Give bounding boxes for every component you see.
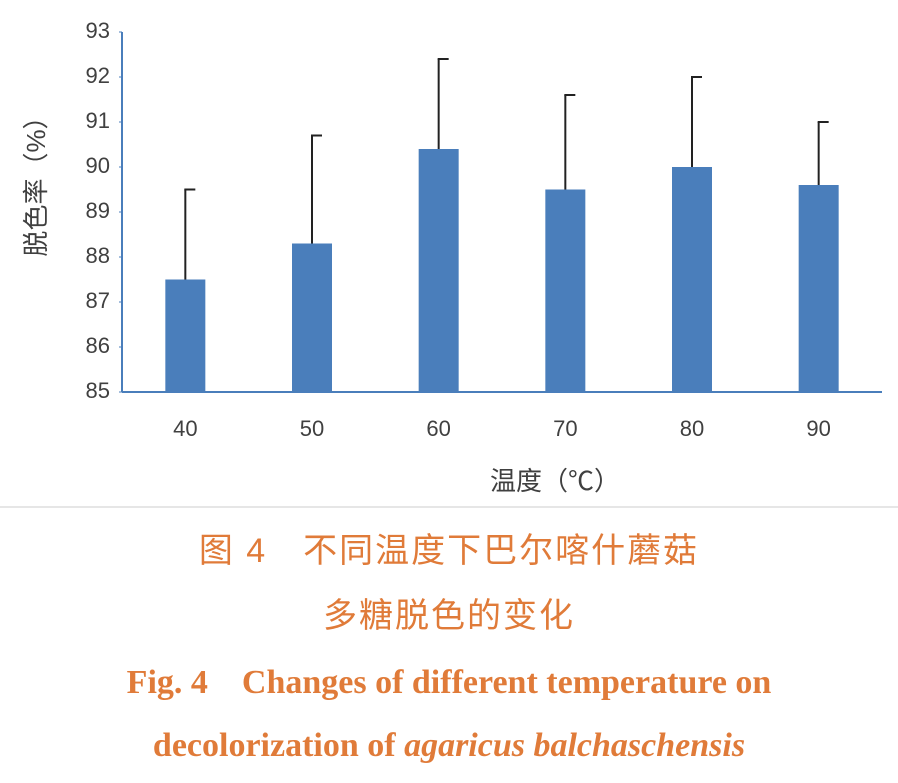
bar [798, 185, 839, 392]
caption-en-regular: decolorization of [153, 727, 404, 764]
x-tick-label: 70 [553, 416, 577, 441]
y-tick-label: 87 [86, 288, 110, 313]
x-tick-label: 40 [173, 416, 197, 441]
x-tick-label: 80 [680, 416, 704, 441]
x-axis-label: 温度（℃） [490, 466, 620, 496]
caption-en: decolorization of agaricus balchaschensi… [153, 727, 745, 764]
y-tick-label: 90 [86, 153, 110, 178]
bar [292, 243, 332, 392]
bar [165, 279, 206, 392]
y-tick-label: 89 [86, 198, 110, 223]
x-tick-label: 90 [806, 416, 830, 441]
y-tick-label: 92 [86, 63, 110, 88]
bar [545, 189, 586, 392]
caption-zh: 图 4 不同温度下巴尔喀什蘑菇 [199, 532, 699, 570]
x-tick-label: 60 [426, 416, 450, 441]
y-tick-label: 93 [86, 18, 110, 43]
y-tick-label: 88 [86, 243, 110, 268]
caption-en: Fig. 4 Changes of different temperature … [127, 664, 772, 701]
caption-zh: 多糖脱色的变化 [323, 597, 575, 635]
caption-en-italic: agaricus balchaschensis [404, 727, 745, 764]
bar [418, 149, 459, 392]
y-axis-label: 脱色率（%） [21, 103, 51, 256]
y-tick-label: 86 [86, 333, 110, 358]
bar [672, 167, 712, 392]
x-tick-label: 50 [300, 416, 324, 441]
y-tick-label: 85 [86, 378, 110, 403]
y-tick-label: 91 [86, 108, 110, 133]
